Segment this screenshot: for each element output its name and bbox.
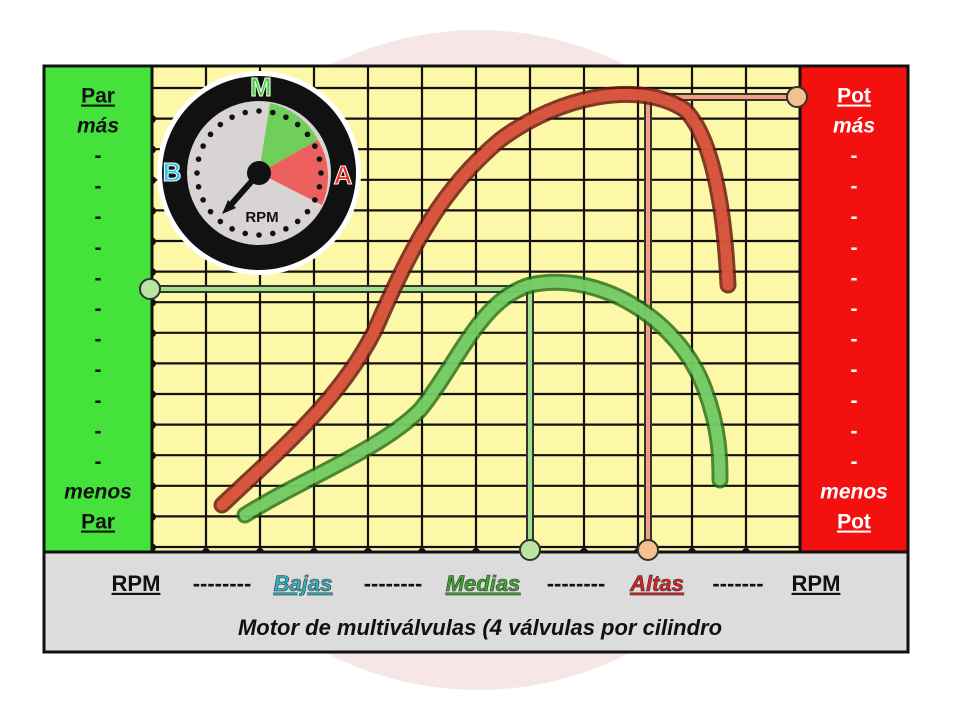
gauge-dot (269, 230, 276, 237)
panel-tick: - (851, 389, 858, 412)
gauge-dot (195, 156, 202, 163)
gauge-dot (312, 143, 318, 149)
labels: Parmás-----------menosParPotmás---------… (64, 85, 888, 640)
panel-tick: - (95, 328, 102, 351)
panel-tick: - (95, 420, 102, 443)
gauge-dot (217, 121, 224, 128)
guide-dot (637, 539, 659, 561)
gauge-dot (283, 226, 289, 232)
panel-tick: - (851, 328, 858, 351)
rpm-scale-label: RPM (112, 571, 161, 596)
gauge-dot (217, 218, 224, 225)
gauge-dot (256, 232, 262, 238)
caption: Motor de multiválvulas (4 válvulas por c… (238, 615, 722, 640)
gauge-dot (283, 114, 289, 120)
panel-label: Par (81, 511, 115, 534)
gauge-dot (269, 109, 276, 116)
gauge-dot (294, 218, 301, 225)
rpm-scale-label: Altas (629, 571, 684, 596)
panel-tick: - (851, 267, 858, 290)
bottom-panel (42, 550, 910, 654)
power-curve (216, 88, 734, 511)
panel-tick: - (851, 236, 858, 259)
panel-label: menos (64, 481, 132, 504)
panel-tick: - (95, 267, 102, 290)
gauge-label: M (250, 72, 272, 102)
rpm-scale-label: -------- (364, 571, 423, 596)
gauge-dot (200, 197, 206, 203)
panel-tick: - (95, 236, 102, 259)
gauge-dot (318, 170, 324, 176)
gauge-dot (316, 156, 323, 163)
rpm-scale-label: -------- (547, 571, 606, 596)
gauge-dot (256, 108, 262, 114)
panel-tick: - (851, 175, 858, 198)
gauge-needle-tip (222, 200, 236, 214)
gauge-dot (242, 109, 249, 116)
panel-tick: - (851, 206, 858, 229)
guide-dot (786, 86, 808, 108)
gauge-label: B (163, 157, 182, 187)
panel-tick: - (851, 420, 858, 443)
gauge-dot (207, 208, 214, 215)
gauge-dot (304, 131, 311, 138)
guide-dot (139, 278, 161, 300)
panel-tick: - (95, 145, 102, 168)
panel-label: Pot (837, 511, 871, 534)
frame (42, 64, 910, 654)
panel-label: Par (81, 85, 115, 108)
gauge-dot (229, 114, 235, 120)
left-panel (42, 64, 154, 554)
panel-tick: - (851, 145, 858, 168)
rpm-scale-label: Bajas (274, 571, 333, 596)
curves (213, 85, 737, 524)
gauge-dot (294, 121, 301, 128)
panel-label: Pot (837, 85, 871, 108)
rpm-scale-label: ------- (712, 571, 763, 596)
panel-tick: - (95, 206, 102, 229)
gauge-dot (312, 197, 318, 203)
gauge-dot (207, 131, 214, 138)
panel-tick: - (95, 298, 102, 321)
gauge-dots (194, 108, 324, 238)
panel-tick: - (95, 359, 102, 382)
gauge-dot (195, 183, 202, 190)
gauge-label: A (334, 160, 353, 190)
panel-tick: - (95, 389, 102, 412)
panel-label: más (833, 115, 875, 138)
panel-label: más (77, 115, 119, 138)
gauge-center-label: RPM (245, 209, 278, 226)
gauge-hub (247, 161, 271, 185)
gauge-dot (194, 170, 200, 176)
gauge: M B A RPM (157, 71, 361, 275)
panel-tick: - (95, 451, 102, 474)
gauge-dot (304, 208, 311, 215)
panel-label: menos (820, 481, 888, 504)
panel-tick: - (95, 175, 102, 198)
gauge-dot (229, 226, 235, 232)
gauge-dot (316, 183, 323, 190)
rpm-scale-label: -------- (193, 571, 252, 596)
rpm-scale-label: RPM (792, 571, 841, 596)
gauge-high-zone (259, 140, 329, 205)
gauge-dot (242, 230, 249, 237)
gauge-mid-zone (259, 103, 318, 173)
torque-curve (239, 276, 726, 521)
gauge-dot (200, 143, 206, 149)
panel-tick: - (851, 451, 858, 474)
rpm-scale-label: Medias (446, 571, 521, 596)
panel-tick: - (851, 298, 858, 321)
panel-tick: - (851, 359, 858, 382)
guide-dot (519, 539, 541, 561)
